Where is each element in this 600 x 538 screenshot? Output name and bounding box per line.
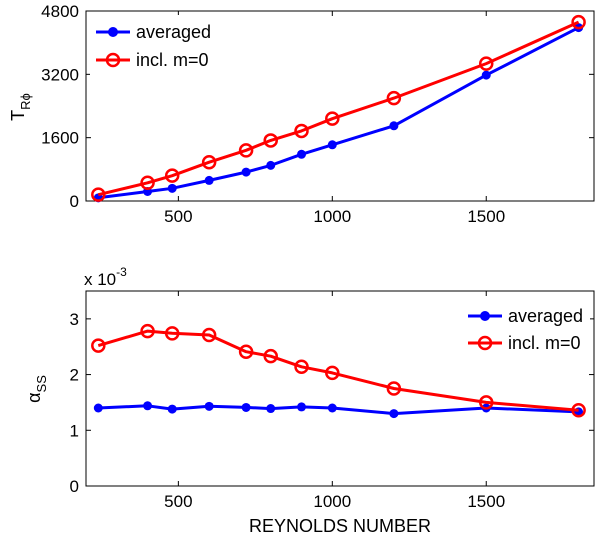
data-point-incl-m-0 (386, 90, 402, 106)
data-point-incl-m-0 (294, 123, 309, 139)
y-axis-label-main: α (24, 392, 44, 402)
data-point-averaged (167, 183, 177, 193)
series-line-incl-m-0 (97, 20, 580, 197)
y-tick-label: 0 (70, 477, 79, 496)
legend-marker-averaged (108, 27, 118, 37)
y-tick-label: 0 (70, 192, 79, 211)
data-point-incl-m-0 (386, 381, 402, 396)
y-axis-label: TRϕ (8, 93, 33, 121)
chart-top-stress: 500 1000 1500 0 1600 3200 4800 TRϕ averaged in… (8, 2, 595, 226)
data-point-averaged (241, 402, 251, 412)
data-point-averaged (143, 401, 153, 411)
legend-marker-averaged (480, 311, 490, 321)
data-point-incl-m-0 (325, 111, 340, 126)
data-point-incl-m-0 (571, 14, 586, 30)
x-tick-label: 500 (164, 492, 192, 511)
y-tick-label: 3 (70, 310, 79, 329)
data-point-averaged (167, 404, 177, 414)
x-tick-label: 1500 (467, 492, 505, 511)
x-axis-label: REYNOLDS NUMBER (249, 516, 431, 536)
legend: averaged incl. m=0 (462, 298, 590, 360)
legend-label-incl: incl. m=0 (136, 50, 209, 70)
y-tick-label: 3200 (41, 65, 79, 84)
data-point-incl-m-0 (164, 326, 180, 341)
data-point-averaged (481, 70, 491, 80)
svg-text:αSS: αSS (24, 375, 49, 403)
y-axis-label: αSS (24, 375, 49, 403)
tick-group: 500 1000 1500 0 1 2 3 (70, 291, 594, 511)
data-point-averaged (204, 175, 214, 185)
data-point-averaged (241, 167, 251, 177)
data-point-averaged (266, 404, 276, 414)
legend-label-incl: incl. m=0 (508, 333, 581, 353)
data-point-averaged (389, 409, 399, 419)
data-point-incl-m-0 (571, 402, 586, 418)
x-tick-label: 1000 (313, 207, 351, 226)
data-point-averaged (327, 403, 337, 413)
x-tick-label: 500 (164, 207, 192, 226)
data-point-incl-m-0 (325, 365, 340, 381)
data-point-incl-m-0 (140, 175, 155, 191)
y-axis-label-subscript: Rϕ (18, 93, 33, 110)
scale-note-exponent: -3 (116, 265, 127, 279)
chart-bottom-alpha: 500 1000 1500 0 1 2 3 x 10-3 αSS REYNOLDS NUMB… (24, 265, 595, 536)
series-group (91, 14, 586, 203)
data-point-incl-m-0 (140, 323, 155, 339)
legend-label-averaged: averaged (136, 22, 211, 42)
legend: averaged incl. m=0 (90, 15, 218, 75)
legend-marker-incl (105, 52, 121, 68)
scale-note: x 10-3 (84, 265, 127, 289)
data-point-incl-m-0 (91, 338, 106, 353)
svg-text:TRϕ: TRϕ (8, 93, 33, 121)
data-point-incl-m-0 (91, 187, 106, 202)
series-group (91, 323, 586, 419)
y-tick-label: 1 (70, 421, 79, 440)
data-point-incl-m-0 (238, 143, 254, 158)
scale-note-base: x 10 (84, 270, 116, 289)
y-tick-label: 1600 (41, 129, 79, 148)
data-point-incl-m-0 (201, 327, 217, 343)
data-point-incl-m-0 (478, 395, 494, 410)
x-tick-label: 1500 (467, 207, 505, 226)
data-point-averaged (297, 402, 307, 412)
data-point-averaged (327, 140, 337, 150)
legend-label-averaged: averaged (508, 306, 583, 326)
x-tick-label: 1000 (313, 492, 351, 511)
data-point-averaged (266, 160, 276, 170)
data-point-averaged (389, 121, 399, 131)
y-axis-label-main: T (8, 110, 28, 121)
data-point-incl-m-0 (238, 344, 254, 359)
data-point-incl-m-0 (263, 133, 278, 148)
data-point-incl-m-0 (164, 168, 180, 183)
data-point-averaged (297, 149, 307, 159)
y-tick-label: 2 (70, 366, 79, 385)
data-point-incl-m-0 (201, 154, 217, 170)
data-point-averaged (93, 403, 103, 413)
series-line-incl-m-0 (97, 329, 579, 412)
y-tick-label: 4800 (41, 2, 79, 21)
y-axis-label-subscript: SS (34, 375, 49, 393)
data-point-incl-m-0 (263, 348, 278, 364)
data-point-averaged (204, 401, 214, 411)
data-point-incl-m-0 (478, 56, 494, 71)
legend-marker-incl (477, 335, 493, 351)
data-point-incl-m-0 (294, 359, 309, 375)
tick-group: 500 1000 1500 0 1600 3200 4800 (41, 2, 594, 226)
